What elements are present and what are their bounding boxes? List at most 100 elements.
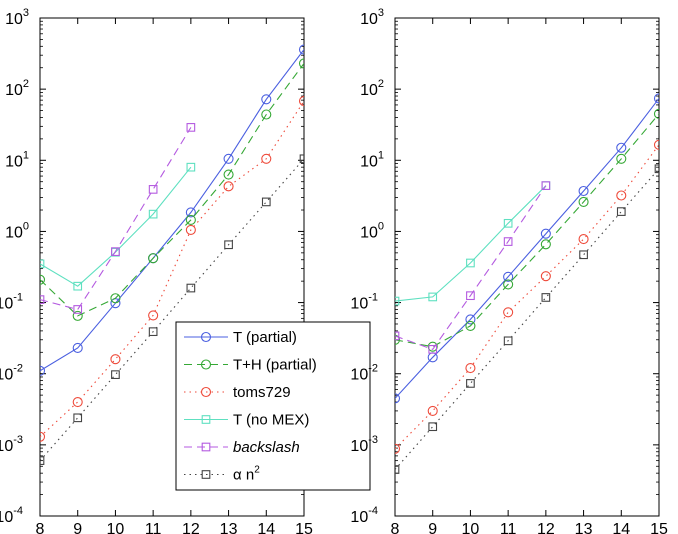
data-point xyxy=(148,185,158,194)
y-tick-label: 103 xyxy=(360,7,384,28)
series-line xyxy=(395,185,547,351)
data-point xyxy=(186,283,196,293)
y-tick-label: 10-3 xyxy=(0,434,23,455)
y-tick-exponent: -3 xyxy=(368,434,378,446)
data-point xyxy=(579,250,588,260)
data-point xyxy=(223,153,234,164)
legend-label-text: T (partial) xyxy=(233,329,297,346)
data-point xyxy=(466,379,475,388)
y-tick-label: 10-4 xyxy=(0,505,23,526)
y-tick-base: 10 xyxy=(360,82,378,99)
y-tick-exponent: 2 xyxy=(378,78,384,90)
data-point xyxy=(503,271,514,282)
data-point xyxy=(541,181,551,191)
series-line xyxy=(395,113,659,348)
series-4 xyxy=(395,181,551,354)
legend-label-superscript: 2 xyxy=(254,465,260,476)
data-point xyxy=(185,224,196,235)
data-point xyxy=(148,327,158,337)
y-tick-exponent: -2 xyxy=(13,363,23,375)
y-tick-label: 10-1 xyxy=(350,292,378,313)
data-point xyxy=(616,153,627,164)
data-point xyxy=(616,142,627,153)
data-point xyxy=(40,431,46,442)
data-point xyxy=(73,305,83,314)
data-point xyxy=(73,413,83,423)
legend-label: T (no MEX) xyxy=(233,412,309,429)
plot-area xyxy=(395,93,659,474)
legend-marker xyxy=(201,415,211,424)
data-point xyxy=(40,259,45,269)
y-tick-exponent: 2 xyxy=(23,78,29,90)
legend-label-text: T (no MEX) xyxy=(233,412,309,429)
data-point xyxy=(503,307,514,318)
data-point xyxy=(428,422,438,432)
y-tick-base: 10 xyxy=(0,509,13,526)
data-point xyxy=(186,123,196,132)
data-point xyxy=(261,153,272,164)
y-tick-base: 10 xyxy=(350,296,368,313)
y-tick-label: 10-4 xyxy=(350,505,378,526)
legend-marker xyxy=(201,470,211,479)
data-point xyxy=(503,279,514,290)
x-tick-label: 15 xyxy=(295,521,313,534)
x-tick-label: 11 xyxy=(145,521,162,534)
legend-marker xyxy=(201,442,211,452)
y-tick-base: 10 xyxy=(350,438,368,455)
data-point xyxy=(466,291,475,301)
x-tick-label: 11 xyxy=(500,521,517,534)
y-tick-base: 10 xyxy=(5,153,23,170)
data-point xyxy=(73,281,83,291)
data-point xyxy=(72,310,83,321)
x-tick-label: 10 xyxy=(107,521,125,534)
x-tick-label: 13 xyxy=(575,521,593,534)
series-line xyxy=(40,158,304,461)
x-tick-label: 12 xyxy=(537,521,555,534)
y-tick-base: 10 xyxy=(0,296,13,313)
y-tick-exponent: -3 xyxy=(13,434,23,446)
y-tick-label: 103 xyxy=(5,7,29,28)
data-point xyxy=(427,341,438,352)
data-point xyxy=(616,207,626,216)
x-tick-label: 13 xyxy=(220,521,238,534)
data-point xyxy=(148,310,159,321)
left-plot-panel: 10-410-310-210-1100101102103891011121314… xyxy=(0,7,371,534)
data-point xyxy=(653,139,659,150)
data-point xyxy=(148,209,158,219)
legend-marker xyxy=(200,359,212,370)
data-point xyxy=(578,196,589,207)
y-tick-label: 100 xyxy=(5,220,29,241)
series-line xyxy=(395,168,659,470)
data-point xyxy=(223,169,234,180)
series-1 xyxy=(395,108,659,352)
data-point xyxy=(395,331,400,341)
data-point xyxy=(653,108,659,119)
data-point xyxy=(261,109,272,120)
data-point xyxy=(578,185,589,197)
y-tick-base: 10 xyxy=(5,224,23,241)
y-tick-base: 10 xyxy=(0,367,13,384)
data-point xyxy=(110,293,121,304)
data-point xyxy=(299,154,304,164)
y-tick-exponent: -4 xyxy=(13,505,23,517)
legend-label: toms729 xyxy=(233,384,291,401)
legend-label: T+H (partial) xyxy=(233,357,317,374)
data-point xyxy=(541,293,551,302)
legend-label: α n2 xyxy=(233,465,260,484)
data-point xyxy=(261,197,271,207)
data-point xyxy=(465,363,476,374)
y-tick-label: 102 xyxy=(360,78,384,99)
legend-label-text: backslash xyxy=(233,439,300,456)
data-point xyxy=(148,253,159,264)
y-tick-exponent: 3 xyxy=(378,7,384,19)
data-point xyxy=(110,354,121,365)
data-point xyxy=(540,228,551,239)
data-point xyxy=(111,370,120,380)
y-tick-exponent: 1 xyxy=(23,149,29,161)
y-tick-label: 101 xyxy=(5,149,29,170)
y-tick-base: 10 xyxy=(360,224,378,241)
data-point xyxy=(40,295,45,304)
series-line xyxy=(395,185,547,302)
y-tick-label: 101 xyxy=(360,149,384,170)
